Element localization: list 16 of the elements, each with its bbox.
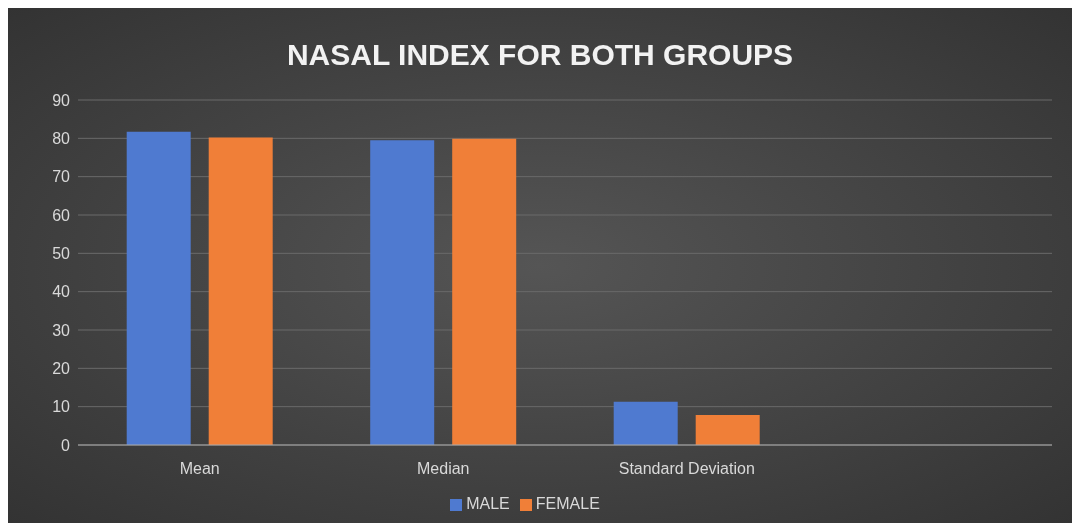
x-tick-label: Median (417, 460, 470, 478)
y-tick-label: 10 (52, 398, 71, 416)
chart-title: NASAL INDEX FOR BOTH GROUPS (285, 37, 795, 73)
legend-label: MALE (466, 495, 510, 512)
x-tick-label: Standard Deviation (618, 460, 755, 478)
x-tick-label: Mean (179, 460, 220, 478)
y-tick-label: 90 (52, 91, 71, 109)
y-tick-label: 80 (52, 130, 71, 148)
y-tick-label: 0 (61, 436, 71, 454)
y-tick-label: 40 (52, 283, 71, 301)
y-tick-label: 50 (52, 245, 71, 263)
y-tick-label: 30 (52, 321, 71, 339)
y-tick-label: 20 (52, 360, 71, 378)
y-tick-label: 60 (52, 206, 71, 224)
legend-label: FEMALE (535, 495, 600, 512)
y-tick-label: 70 (52, 168, 71, 186)
